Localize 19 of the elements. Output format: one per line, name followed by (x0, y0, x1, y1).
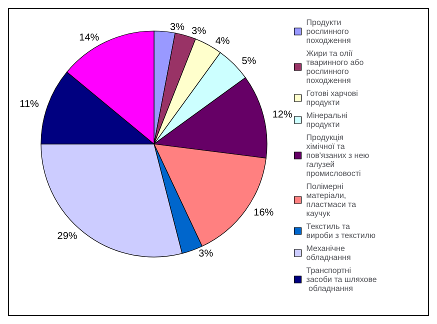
legend-label: Мінеральні продукти (306, 111, 350, 129)
legend-label: Готові харчові продукти (306, 89, 360, 107)
data-label: 16% (254, 207, 274, 218)
data-label: 5% (242, 56, 256, 67)
data-label: 4% (215, 36, 230, 47)
data-label: 14% (79, 32, 100, 44)
data-label: 3% (192, 26, 206, 38)
data-label: 3% (198, 248, 214, 260)
legend-label: Продукти рослинного походження (306, 18, 352, 45)
data-label: 3% (170, 22, 185, 34)
legend-label: Текстиль та вироби з текстилю (306, 222, 376, 240)
data-label: 29% (57, 230, 78, 242)
legend-label: Продукція хімічної та пов'язаних з нею галузей промисловості (306, 133, 372, 178)
data-label: 11% (20, 98, 40, 110)
legend-label: Механічне обладнання (306, 244, 351, 262)
legend-label: Транспортні засоби та шляхове обладнання (306, 266, 378, 293)
data-label: 12% (272, 109, 292, 120)
legend-label: Жири та олії тваринного або рослинного походження (306, 49, 366, 85)
legend-label: Полімерні матеріали, пластмаси та каучук (306, 182, 358, 218)
